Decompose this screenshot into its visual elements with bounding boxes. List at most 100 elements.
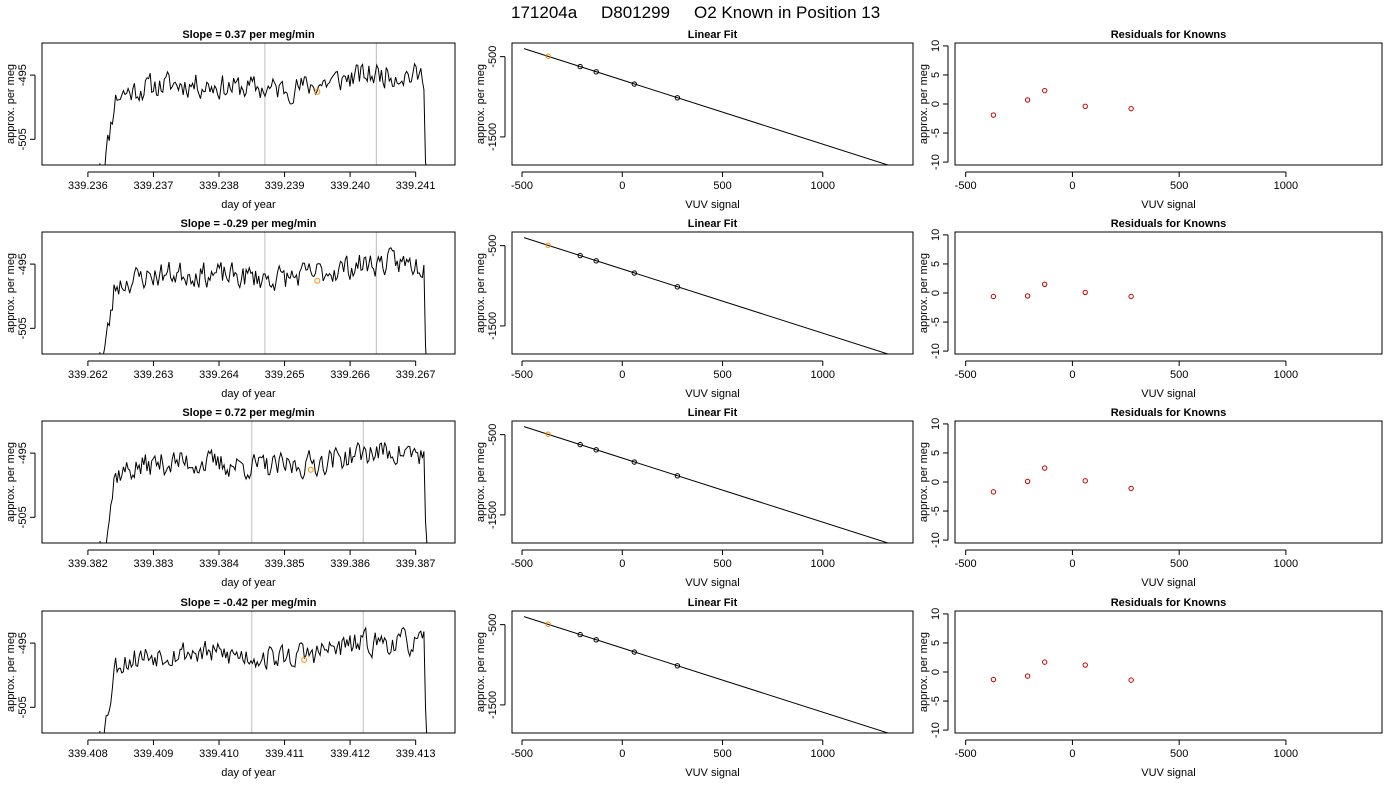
signal-trace: [99, 441, 428, 543]
fit-point: [577, 252, 583, 259]
y-tick-label: -500: [487, 235, 499, 257]
y-axis-label: approx. per meg: [918, 64, 930, 144]
plot-area: [99, 232, 427, 354]
x-tick-label: -500: [511, 180, 533, 192]
x-axis-label: day of year: [221, 388, 276, 400]
x-tick-label: 339.262: [68, 369, 108, 381]
y-tick-label: -495: [17, 253, 29, 275]
residual-point: [1128, 485, 1134, 492]
y-tick-label: -500: [487, 424, 499, 446]
x-axis-label: VUV signal: [1141, 388, 1195, 400]
x-tick-label: 0: [619, 748, 625, 760]
y-tick-label: -505: [17, 506, 29, 528]
y-tick-label: -10: [930, 154, 942, 170]
y-tick-label: -505: [17, 128, 29, 150]
y-tick-label: 0: [930, 290, 942, 296]
x-axis-label: VUV signal: [1141, 767, 1195, 779]
panel-frame: [511, 610, 914, 734]
plot-area: [990, 659, 1134, 683]
residual-point: [1128, 293, 1134, 300]
x-tick-label: -500: [955, 748, 977, 760]
y-axis-label: approx. per meg: [475, 632, 487, 712]
x-axis-label: day of year: [221, 767, 276, 779]
y-axis-label: approx. per meg: [5, 64, 17, 144]
x-tick-label: 1000: [811, 180, 835, 192]
fit-point: [593, 447, 599, 453]
fit-point-highlight: [545, 53, 551, 59]
y-tick-label: 5: [930, 640, 942, 646]
x-tick-label: 1000: [811, 558, 835, 570]
panel-residuals-row-1: Residuals for Knowns -500 0 500 1000 VUV sign…: [918, 29, 1383, 211]
residual-point: [1024, 673, 1031, 679]
panel-title: Linear Fit: [688, 407, 738, 419]
panel-frame: [41, 231, 456, 355]
y-axis-label: approx. per meg: [5, 442, 17, 522]
x-axis-label: VUV signal: [685, 388, 739, 400]
panel-frame: [511, 42, 914, 166]
panel-frame: [954, 231, 1383, 355]
plot-area: [990, 465, 1134, 495]
x-tick-label: 0: [1069, 558, 1075, 570]
fit-point: [577, 441, 583, 448]
x-tick-label: 339.236: [68, 180, 108, 192]
x-tick-label: 339.413: [396, 748, 436, 760]
y-tick-label: -10: [930, 343, 942, 359]
panel-title: Residuals for Knowns: [1111, 29, 1227, 41]
panel-title: Slope = -0.29 per meg/min: [180, 218, 316, 230]
x-axis-label: VUV signal: [685, 767, 739, 779]
y-axis-label: approx. per meg: [475, 253, 487, 333]
y-axis-label: approx. per meg: [5, 253, 17, 333]
y-axis-label: approx. per meg: [5, 632, 17, 712]
fit-point-highlight: [545, 621, 551, 627]
fit-line: [523, 616, 890, 733]
fit-point: [674, 663, 681, 669]
x-tick-label: 339.384: [199, 558, 239, 570]
fit-point: [631, 459, 638, 465]
residual-point: [1082, 289, 1088, 296]
y-axis-label: approx. per meg: [918, 442, 930, 522]
panel-fit-row-1: Linear Fit -500 0 500 1000 VUV signal -500 -150…: [475, 29, 914, 211]
x-tick-label: 1000: [1274, 369, 1298, 381]
residual-point: [990, 293, 997, 300]
x-tick-label: 500: [1170, 369, 1188, 381]
plot-area: [99, 43, 427, 165]
y-tick-label: 10: [930, 40, 942, 52]
x-tick-label: 500: [1170, 558, 1188, 570]
panel-residuals-row-3: Residuals for Knowns -500 0 500 1000 VUV sign…: [918, 407, 1383, 589]
signal-trace: [99, 62, 427, 165]
x-tick-label: -500: [511, 369, 533, 381]
plot-area: [99, 421, 428, 543]
fit-point: [674, 284, 681, 290]
x-tick-label: 339.410: [199, 748, 239, 760]
panel-title: Residuals for Knowns: [1111, 597, 1227, 609]
panel-timeseries-row-3: Slope = 0.72 per meg/min 339.382 339.383 33…: [5, 407, 456, 589]
panel-timeseries-row-4: Slope = -0.42 per meg/min 339.408 339.409 3…: [5, 597, 456, 779]
fit-point: [577, 63, 583, 70]
fit-point: [631, 270, 638, 276]
x-tick-label: 339.382: [68, 558, 108, 570]
x-tick-label: -500: [955, 180, 977, 192]
residual-point: [1082, 478, 1088, 484]
x-axis-label: VUV signal: [1141, 199, 1195, 211]
panel-frame: [511, 231, 914, 355]
y-tick-label: 5: [930, 261, 942, 267]
y-axis-label: approx. per meg: [475, 64, 487, 144]
y-tick-label: -5: [930, 696, 942, 706]
y-tick-label: -1500: [487, 501, 499, 529]
x-tick-label: 339.241: [396, 180, 436, 192]
plot-area: [99, 611, 428, 733]
x-tick-label: 500: [1170, 748, 1188, 760]
x-tick-label: 1000: [1274, 558, 1298, 570]
y-tick-label: -505: [17, 696, 29, 718]
panel-title: Residuals for Knowns: [1111, 407, 1227, 419]
signal-trace: [99, 626, 428, 733]
x-tick-label: 339.263: [134, 369, 174, 381]
y-tick-label: -505: [17, 317, 29, 339]
x-tick-label: 339.237: [134, 180, 174, 192]
x-tick-label: 1000: [1274, 180, 1298, 192]
y-tick-label: -1500: [487, 691, 499, 719]
y-tick-label: -1500: [487, 312, 499, 340]
residual-point: [990, 112, 997, 118]
x-tick-label: 0: [1069, 369, 1075, 381]
